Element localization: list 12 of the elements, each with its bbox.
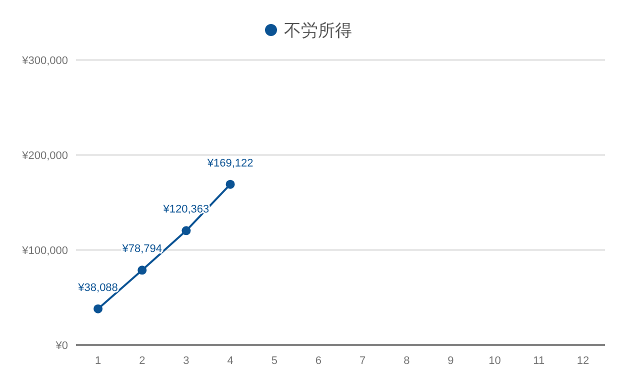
data-label: ¥38,088 [77,282,118,294]
y-tick-label: ¥300,000 [21,55,68,67]
point [182,226,191,236]
point [94,304,103,314]
y-tick-label: ¥200,000 [21,150,68,162]
y-tick-label: ¥100,000 [21,245,68,257]
point [226,180,235,189]
point [138,266,147,275]
data-label: ¥169,122 [206,157,254,170]
legend-label: 不労所得 [284,21,352,40]
data-label: ¥78,794 [121,243,162,256]
y-tick-label: ¥0 [54,340,68,352]
